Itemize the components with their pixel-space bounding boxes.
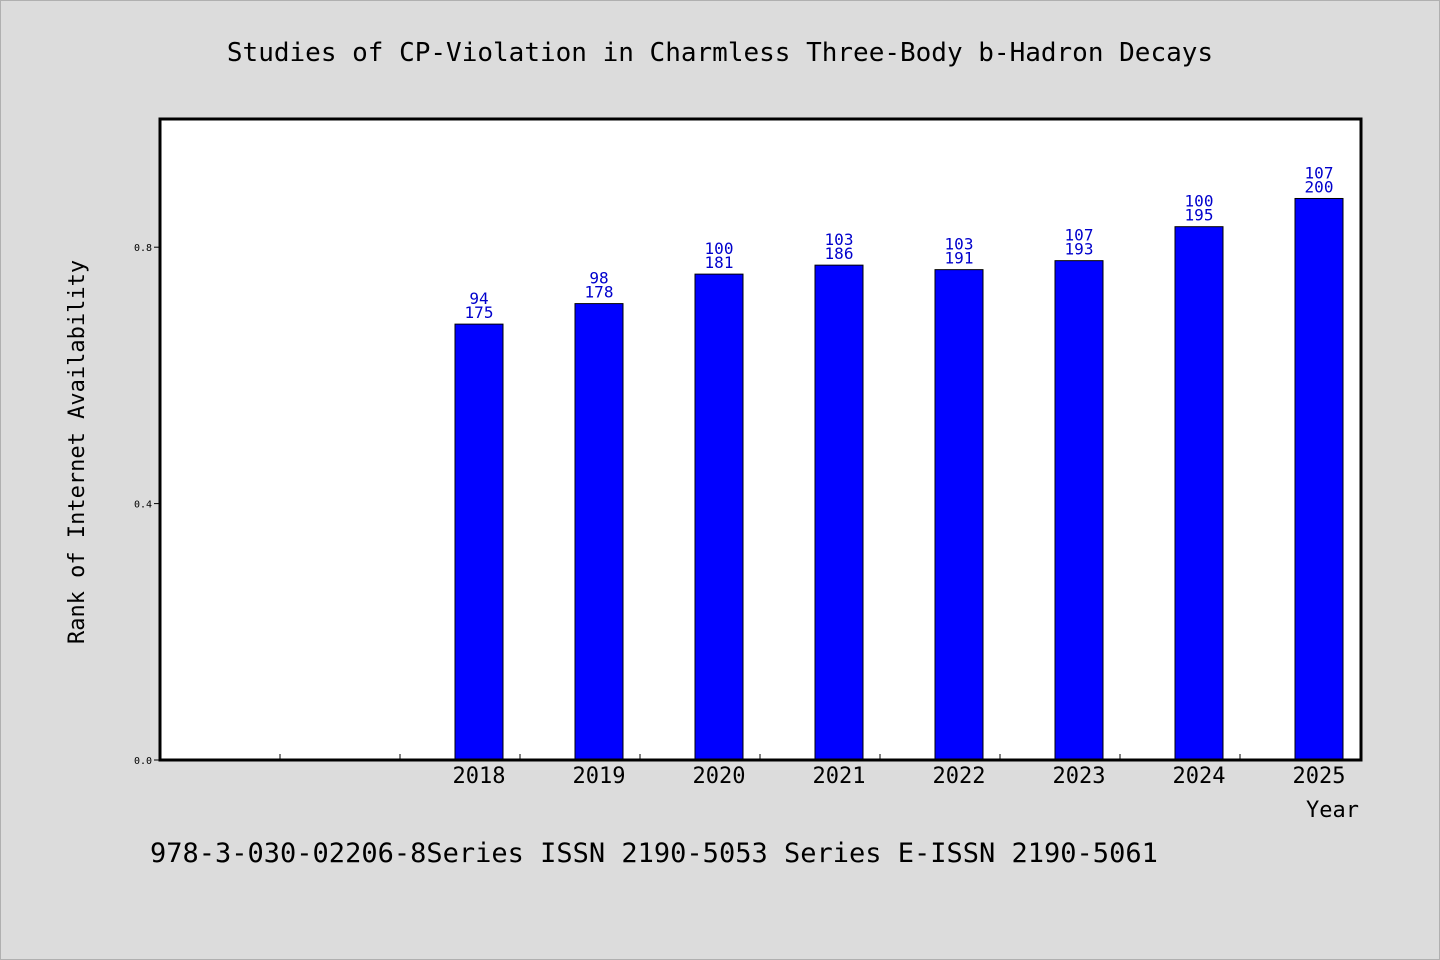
y-tick-label: 0.8 bbox=[134, 243, 152, 254]
data-label-bottom: 195 bbox=[1185, 206, 1214, 225]
y-tick-label: 0.4 bbox=[134, 500, 152, 511]
bar bbox=[694, 273, 744, 761]
y-tick-label: 0.0 bbox=[134, 756, 152, 767]
x-tick-label: 2018 bbox=[453, 764, 506, 789]
axis-ticks: 0.0 0.4 0.8 2018 2019 2020 2021 2022 2023 2024 202… bbox=[134, 243, 1346, 789]
data-label-top: 94 bbox=[469, 289, 488, 308]
data-label-top: 103 bbox=[825, 230, 854, 249]
data-label-top: 107 bbox=[1065, 226, 1094, 245]
footer-isbn-text: 978-3-030-02206-8Series ISSN 2190-5053 S… bbox=[150, 838, 1158, 869]
bars bbox=[454, 197, 1344, 761]
bar bbox=[574, 303, 624, 761]
x-tick-label: 2020 bbox=[693, 764, 746, 789]
data-label-bottom: 191 bbox=[945, 249, 974, 268]
plot-area bbox=[160, 119, 1361, 760]
plot-border bbox=[158, 117, 1363, 762]
bar bbox=[814, 264, 864, 761]
data-label-top: 100 bbox=[1185, 192, 1214, 211]
data-label-bottom: 178 bbox=[585, 283, 614, 302]
x-axis-label: Year bbox=[1306, 798, 1359, 823]
data-label-bottom: 186 bbox=[825, 244, 854, 263]
data-label-bottom: 200 bbox=[1305, 177, 1334, 196]
chart-title: Studies of CP-Violation in Charmless Thr… bbox=[227, 38, 1213, 68]
x-tick-label: 2023 bbox=[1053, 764, 1106, 789]
bar bbox=[934, 269, 984, 761]
bar bbox=[1174, 226, 1224, 761]
data-label-bottom: 181 bbox=[705, 253, 734, 272]
data-labels: 9417598178100181103186103191107193100195… bbox=[465, 163, 1334, 322]
x-tick-label: 2025 bbox=[1293, 764, 1346, 789]
data-label-bottom: 193 bbox=[1065, 240, 1094, 259]
data-label-top: 107 bbox=[1305, 163, 1334, 182]
x-tick-label: 2021 bbox=[813, 764, 866, 789]
y-axis-label: Rank of Internet Availability bbox=[65, 260, 90, 644]
data-label-top: 98 bbox=[589, 269, 608, 288]
x-tick-label: 2024 bbox=[1173, 764, 1226, 789]
x-tick-label: 2019 bbox=[573, 764, 626, 789]
bar bbox=[1054, 260, 1104, 761]
data-label-bottom: 175 bbox=[465, 303, 494, 322]
data-label-top: 103 bbox=[945, 235, 974, 254]
x-tick-label: 2022 bbox=[933, 764, 986, 789]
data-label-top: 100 bbox=[705, 239, 734, 258]
bar bbox=[1294, 197, 1344, 761]
bar bbox=[454, 323, 504, 761]
